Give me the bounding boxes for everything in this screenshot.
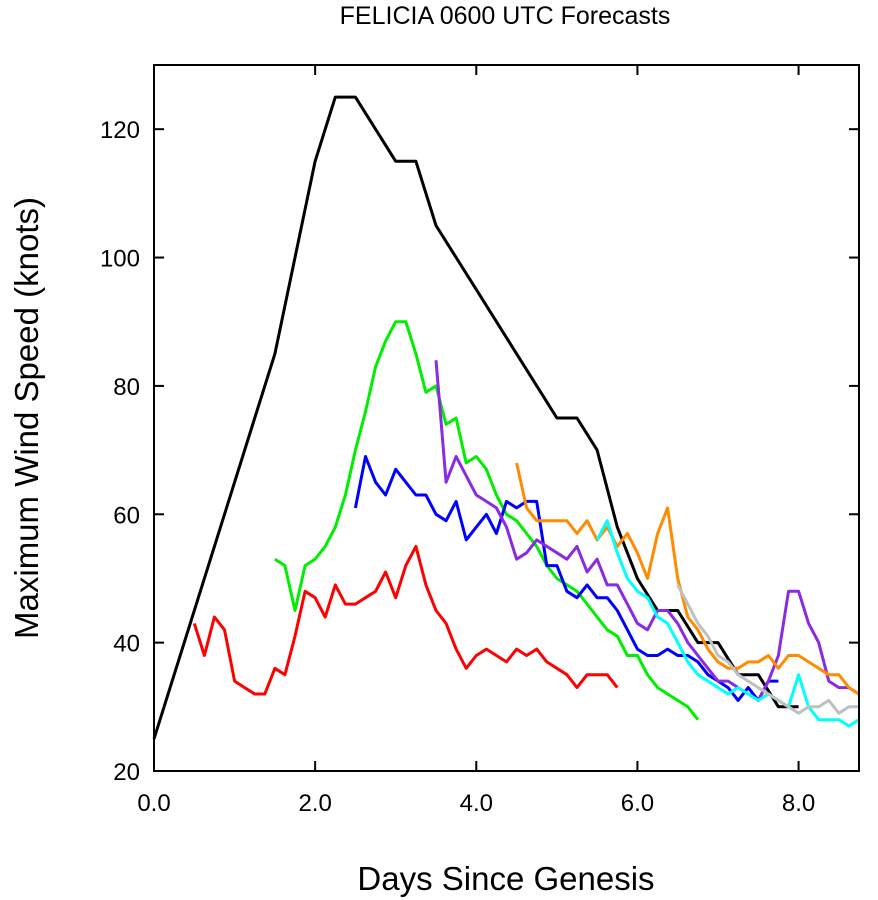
y-tick-label: 100 — [100, 246, 140, 273]
series-line-4 — [353, 455, 779, 702]
y-axis-label: Maximum Wind Speed (knots) — [8, 197, 45, 639]
series-line-8 — [676, 584, 859, 715]
y-tick-label: 120 — [100, 117, 140, 144]
y-tick-label: 60 — [113, 502, 140, 529]
x-tick-label: 6.0 — [621, 790, 654, 817]
series-line-5 — [434, 360, 860, 702]
x-tick-label: 4.0 — [460, 790, 493, 817]
series-layer — [152, 95, 860, 740]
plot-frame — [153, 64, 860, 772]
x-tick-label: 8.0 — [782, 790, 815, 817]
tick-layer: 0.0 2.0 4.0 6.0 8.0 20 40 60 80 100 120 — [100, 65, 859, 817]
x-axis-label: Days Since Genesis — [357, 860, 654, 897]
series-line-7 — [595, 519, 860, 728]
y-tick-label: 80 — [113, 374, 140, 401]
series-line-6 — [515, 462, 860, 696]
y-tick-label: 20 — [113, 759, 140, 786]
series-line-3 — [274, 320, 700, 721]
chart-title: FELICIA 0600 UTC Forecasts — [340, 2, 671, 30]
y-tick-label: 40 — [113, 631, 140, 658]
series-line-1 — [152, 95, 799, 740]
x-tick-label: 0.0 — [137, 790, 170, 817]
series-line-2 — [192, 544, 619, 696]
x-tick-label: 2.0 — [298, 790, 331, 817]
